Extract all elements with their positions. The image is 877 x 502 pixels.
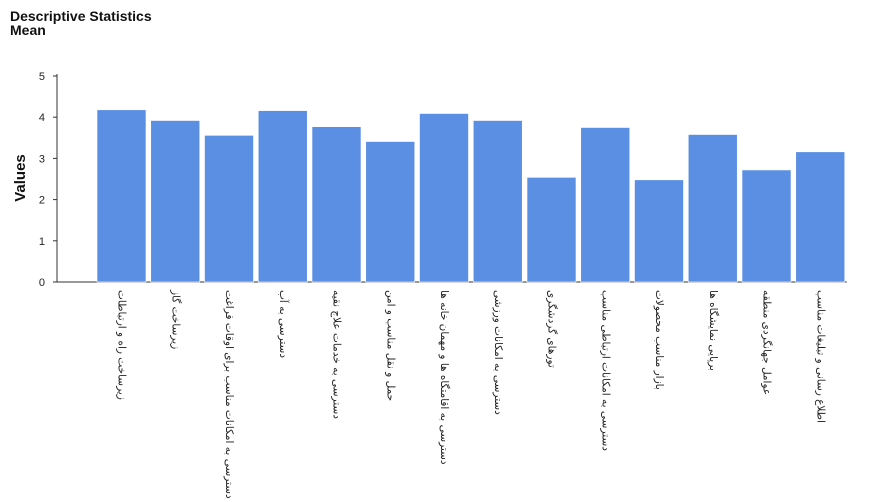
- y-tick-label: 0: [39, 277, 45, 289]
- x-tick-label: برپایی نمایشگاه ها: [707, 290, 720, 371]
- bar: [365, 141, 416, 283]
- x-tick-label: حمل و نقل مناسب و امن: [384, 290, 396, 401]
- y-tick-label: 5: [39, 71, 45, 83]
- x-tick-label: زیرساخت راه و ارتباطات: [116, 290, 128, 400]
- chart-title: Descriptive Statistics: [10, 8, 152, 24]
- bars-layer: [96, 109, 846, 283]
- x-tick-label: دسترسی به امکانات ورزشی: [492, 290, 504, 415]
- y-axis-label: Values: [12, 154, 29, 202]
- x-tick-label: دسترسی به امکانات مناسب برای اوقات فراغت: [223, 290, 235, 499]
- bar: [204, 135, 254, 283]
- bar: [795, 151, 846, 283]
- x-tick-label: تورهای گردشگری: [546, 290, 559, 368]
- x-tick-label: عوامل جهانگردی منطقه: [761, 290, 774, 395]
- bar: [419, 113, 469, 283]
- bar: [741, 169, 792, 283]
- bar: [472, 120, 523, 283]
- bar: [634, 179, 684, 283]
- x-tick-label: اطلاع رسانی و تبلیغات مناسب: [814, 290, 826, 423]
- bar: [96, 109, 147, 283]
- x-tick-label: زیرساخت گاز: [169, 289, 182, 349]
- y-tick-label: 3: [39, 153, 45, 165]
- category-labels-layer: زیرساخت راه و ارتباطات زیرساخت گاز دسترسی …: [116, 289, 827, 499]
- x-tick-label: دسترسی به امکانات ارتباطی مناسب: [599, 290, 611, 451]
- bar: [311, 126, 362, 283]
- y-tick-label: 4: [39, 112, 45, 124]
- bar: [150, 120, 201, 283]
- x-tick-label: دسترسی به خدمات علاج نقیه: [331, 290, 343, 419]
- x-tick-label: دسترسی به آب: [277, 290, 290, 358]
- bar: [526, 177, 577, 283]
- y-tick-label: 1: [39, 236, 45, 248]
- chart-titles: Descriptive Statistics Mean: [10, 9, 152, 37]
- x-tick-label: بازار مناسب محصولات: [653, 290, 665, 390]
- y-tick-label: 2: [39, 195, 45, 207]
- bar: [257, 110, 308, 283]
- x-tick-label: دسترسی به اقامتگاه ها و مهمان خانه ها: [438, 290, 451, 465]
- bar: [687, 134, 738, 283]
- chart-subtitle: Mean: [10, 22, 46, 38]
- bar: [580, 127, 631, 283]
